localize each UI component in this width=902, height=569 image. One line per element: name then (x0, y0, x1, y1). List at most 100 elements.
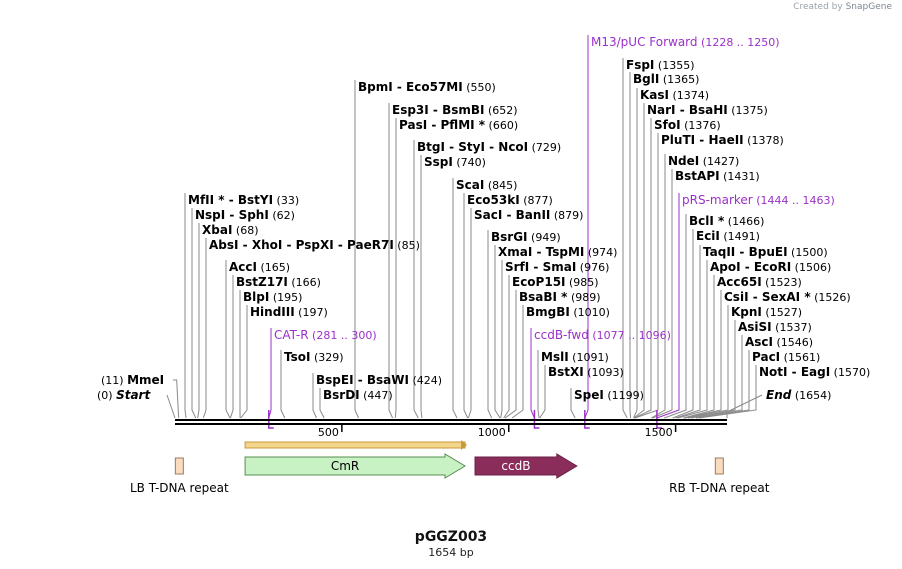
tick-label-500: 500 (318, 426, 339, 439)
site-label-cat-r[interactable]: CAT-R (281 .. 300) (274, 328, 377, 342)
site-label-hindiii[interactable]: HindIII (197) (250, 305, 328, 319)
site-label-eco53ki[interactable]: Eco53kI (877) (467, 193, 553, 207)
site-position: (1570) (830, 366, 870, 379)
site-label-sfoi[interactable]: SfoI (1376) (654, 118, 721, 132)
site-label-nspi-sphi[interactable]: NspI - SphI (62) (195, 208, 295, 222)
leader-line-pasi-pflmi (394, 118, 397, 419)
site-position: (1375) (728, 104, 768, 117)
snapgene-watermark: Created by SnapGene (793, 2, 892, 12)
site-label-bcli[interactable]: BclI * (1466) (689, 214, 764, 228)
site-label-mmei[interactable]: (11) MmeI (101, 373, 164, 387)
site-name: NarI - BsaHI (647, 103, 728, 117)
site-label-pasi-pflmi[interactable]: PasI - PflMI * (660) (399, 118, 518, 132)
leader-line-kasi (633, 88, 638, 419)
site-label-start[interactable]: (0) Start (97, 388, 151, 402)
site-position: (877) (520, 194, 553, 207)
feature-ccdb[interactable] (474, 453, 578, 479)
site-label-mfii-bstyi[interactable]: MfII * - BstYI (33) (188, 193, 299, 207)
feature-rb-t-dna-repeat[interactable] (714, 457, 724, 475)
site-name: FspI (626, 58, 654, 72)
leader-line-srfi-smai (500, 260, 503, 419)
site-label-bpmi-eco57mi[interactable]: BpmI - Eco57MI (550) (358, 80, 496, 94)
site-label-ndei[interactable]: NdeI (1427) (668, 154, 739, 168)
site-position: (195) (269, 291, 302, 304)
site-label-paci[interactable]: PacI (1561) (752, 350, 820, 364)
leader-line-prs-marker (656, 193, 680, 419)
site-label-acci[interactable]: AccI (165) (229, 260, 290, 274)
feature-lb-t-dna-repeat[interactable] (174, 457, 184, 475)
site-label-sspi[interactable]: SspI (740) (424, 155, 486, 169)
leader-line-cat-r (268, 328, 272, 419)
site-label-spei[interactable]: SpeI (1199) (574, 388, 644, 402)
site-name: KasI (640, 88, 669, 102)
site-position: (1365) (659, 73, 699, 86)
site-label-bsrgi[interactable]: BsrGI (949) (491, 230, 561, 244)
site-label-apoi-ecori[interactable]: ApoI - EcoRI (1506) (710, 260, 831, 274)
leader-line-btgi-styi-ncoi (413, 140, 419, 419)
site-position: (197) (295, 306, 328, 319)
site-label-m13-puc-forward[interactable]: M13/pUC Forward (1228 .. 1250) (591, 35, 780, 49)
site-position: (85) (394, 239, 420, 252)
site-label-taqii-bpuei[interactable]: TaqII - BpuEI (1500) (703, 245, 828, 259)
site-label-pluti-haeii[interactable]: PluTI - HaeII (1378) (661, 133, 784, 147)
site-name: NspI - SphI (195, 208, 269, 222)
site-label-csii-sexai[interactable]: CsiI - SexAI * (1526) (724, 290, 851, 304)
site-name: KpnI (731, 305, 762, 319)
feature-label-ccdb: ccdB (501, 459, 530, 473)
site-label-asci[interactable]: AscI (1546) (745, 335, 813, 349)
site-label-tsoi[interactable]: TsoI (329) (284, 350, 344, 364)
site-label-kasi[interactable]: KasI (1374) (640, 88, 709, 102)
site-name: SacI - BanII (474, 208, 550, 222)
site-label-noti-eagi[interactable]: NotI - EagI (1570) (759, 365, 870, 379)
site-label-bgli[interactable]: BglI (1365) (633, 72, 699, 86)
site-label-bstxi[interactable]: BstXI (1093) (548, 365, 624, 379)
site-position: (1444 .. 1463) (753, 194, 835, 207)
site-label-bstz17i[interactable]: BstZ17I (166) (236, 275, 321, 289)
site-label-acc65i[interactable]: Acc65I (1523) (717, 275, 802, 289)
site-name: pRS-marker (682, 193, 753, 207)
site-label-fspi[interactable]: FspI (1355) (626, 58, 694, 72)
site-label-srfi-smai[interactable]: SrfI - SmaI (976) (505, 260, 609, 274)
site-name: BsaBI * (519, 290, 568, 304)
site-label-msli[interactable]: MslI (1091) (541, 350, 609, 364)
site-label-xmai-tspmi[interactable]: XmaI - TspMI (974) (498, 245, 617, 259)
site-label-bspei-bsawi[interactable]: BspEI - BsaWI (424) (316, 373, 442, 387)
site-label-asisi[interactable]: AsiSI (1537) (738, 320, 812, 334)
leader-line-bpmi-eco57mi (354, 80, 360, 419)
site-label-saci-banii[interactable]: SacI - BanII (879) (474, 208, 583, 222)
site-position: (1374) (669, 89, 709, 102)
site-label-prs-marker[interactable]: pRS-marker (1444 .. 1463) (682, 193, 835, 207)
leader-line-hindiii (240, 305, 248, 419)
site-label-bsrdi[interactable]: BsrDI (447) (323, 388, 393, 402)
site-name: BstZ17I (236, 275, 288, 289)
site-label-end[interactable]: End (1654) (766, 388, 831, 402)
site-label-btgi-styi-ncoi[interactable]: BtgI - StyI - NcoI (729) (417, 140, 561, 154)
site-label-scai[interactable]: ScaI (845) (456, 178, 517, 192)
site-label-esp3i-bsmbi[interactable]: Esp3I - BsmBI (652) (392, 103, 518, 117)
leader-line-eco53ki (463, 193, 469, 419)
leader-line-csii-sexai (684, 290, 722, 419)
site-label-kpni[interactable]: KpnI (1527) (731, 305, 802, 319)
feature-cmr[interactable] (244, 453, 466, 479)
site-label-ccdb-fwd[interactable]: ccdB-fwd (1077 .. 1096) (534, 328, 671, 342)
site-label-blpi[interactable]: BlpI (195) (243, 290, 302, 304)
site-label-xbai[interactable]: XbaI (68) (202, 223, 258, 237)
leader-line-xmai-tspmi (494, 245, 501, 419)
site-name: ApoI - EcoRI (710, 260, 791, 274)
leader-line-end (726, 394, 763, 418)
site-position: (1010) (570, 306, 610, 319)
leader-line-bspei-bsawi (312, 373, 317, 419)
site-position: (652) (484, 104, 517, 117)
site-label-ecop15i[interactable]: EcoP15I (985) (512, 275, 599, 289)
leader-line-ccdb-fwd (530, 328, 535, 419)
site-position: (1537) (772, 321, 812, 334)
primer-bracket-m13-puc-forward (584, 410, 590, 429)
site-label-ecii[interactable]: EciI (1491) (696, 229, 760, 243)
site-label-absi-xhoi-pspxi-paer7i[interactable]: AbsI - XhoI - PspXI - PaeR7I (85) (209, 238, 420, 252)
site-position: (165) (257, 261, 290, 274)
site-label-nari-bsahi[interactable]: NarI - BsaHI (1375) (647, 103, 768, 117)
sequence-title: pGGZ003 (414, 529, 488, 545)
site-label-bsabi[interactable]: BsaBI * (989) (519, 290, 601, 304)
site-label-bstapi[interactable]: BstAPI (1431) (675, 169, 760, 183)
site-label-bmgbi[interactable]: BmgBI (1010) (526, 305, 610, 319)
